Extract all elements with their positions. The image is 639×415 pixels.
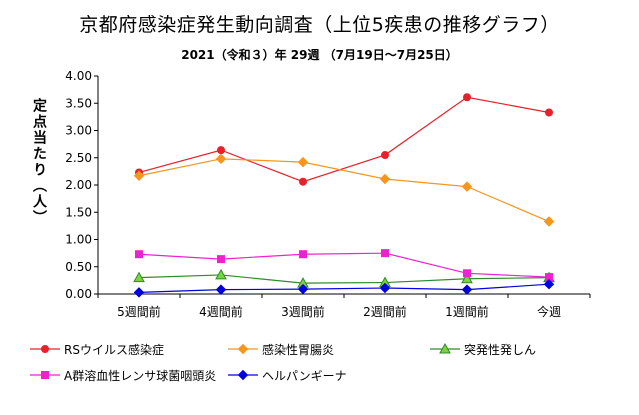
legend-label: RSウイルス感染症: [64, 342, 164, 357]
series-3: [133, 268, 555, 288]
data-point: [215, 268, 227, 280]
y-tick-label: 3.50: [65, 96, 92, 110]
data-point: [381, 151, 389, 160]
x-tick-label: 3週間前: [281, 304, 325, 319]
series-5: [133, 278, 555, 298]
x-tick-label: 2週間前: [363, 304, 407, 319]
series-1: [135, 93, 553, 186]
data-point: [463, 269, 471, 278]
legend: RSウイルス感染症 感染性胃腸炎 突発性発しん A群溶血性レンサ球菌咽頭炎 ヘルパンギー…: [0, 336, 639, 406]
data-point: [381, 249, 389, 258]
series-4: [135, 249, 553, 282]
data-point: [133, 287, 145, 298]
legend-item: RSウイルス感染症: [30, 340, 164, 358]
legend-swatch: [430, 343, 460, 354]
chart-subtitle: 2021（令和３）年 29週 （7月19日～7月25日）: [181, 48, 458, 62]
legend-label: 突発性発しん: [464, 342, 537, 357]
legend-item: A群溶血性レンサ球菌咽頭炎: [30, 366, 216, 384]
y-tick-label: 2.00: [65, 178, 92, 192]
y-tick-label: 0.50: [65, 260, 92, 274]
data-point: [217, 255, 225, 264]
legend-item: ヘルパンギーナ: [228, 366, 347, 384]
data-point: [461, 284, 473, 295]
data-point: [463, 93, 471, 102]
data-point: [543, 278, 555, 290]
data-point: [379, 173, 391, 185]
series-line: [138, 158, 550, 223]
series-2: [133, 153, 555, 227]
legend-marker: [237, 369, 249, 381]
legend-label: ヘルパンギーナ: [262, 368, 347, 383]
x-tick-label: 1週間前: [445, 304, 489, 319]
y-axis-label: 定点当たり（人）: [31, 98, 47, 226]
data-point: [217, 146, 225, 155]
data-point: [297, 156, 309, 168]
x-tick-label: 4週間前: [199, 304, 243, 319]
data-point: [461, 272, 473, 284]
data-point: [379, 282, 391, 294]
data-point: [133, 271, 145, 283]
legend-marker: [237, 343, 249, 355]
data-point: [461, 181, 473, 192]
x-tick-label: 今週: [537, 304, 561, 319]
data-point: [299, 177, 307, 186]
legend-item: 突発性発しん: [430, 340, 536, 358]
legend-marker: [439, 343, 451, 354]
series-line: [138, 274, 550, 284]
series-line: [138, 96, 550, 183]
data-point: [135, 250, 143, 259]
y-tick-label: 1.50: [65, 205, 92, 219]
legend-label: A群溶血性レンサ球菌咽頭炎: [64, 368, 217, 383]
series-line: [138, 252, 550, 278]
chart-title: 京都府感染症発生動向調査（上位5疾患の推移グラフ）: [79, 14, 560, 36]
x-tick-label: 5週間前: [117, 304, 161, 319]
data-point: [543, 216, 555, 227]
y-tick-label: 4.00: [65, 69, 92, 83]
legend-swatch: [30, 371, 60, 379]
data-point: [133, 170, 145, 181]
legend-swatch: [228, 343, 258, 355]
y-tick-label: 0.00: [65, 287, 92, 301]
data-point: [297, 283, 309, 295]
legend-swatch: [30, 345, 60, 353]
data-point: [545, 108, 553, 117]
data-point: [299, 250, 307, 259]
data-point: [215, 153, 227, 165]
legend-label: 感染性胃腸炎: [262, 342, 335, 357]
legend-swatch: [228, 369, 258, 381]
data-point: [215, 284, 227, 295]
legend-marker: [41, 371, 49, 379]
y-tick-label: 1.00: [65, 233, 92, 247]
legend-item: 感染性胃腸炎: [228, 340, 334, 358]
y-tick-label: 3.00: [65, 124, 92, 138]
y-tick-label: 2.50: [65, 151, 92, 165]
legend-marker: [41, 345, 49, 353]
series-line: [138, 283, 550, 293]
